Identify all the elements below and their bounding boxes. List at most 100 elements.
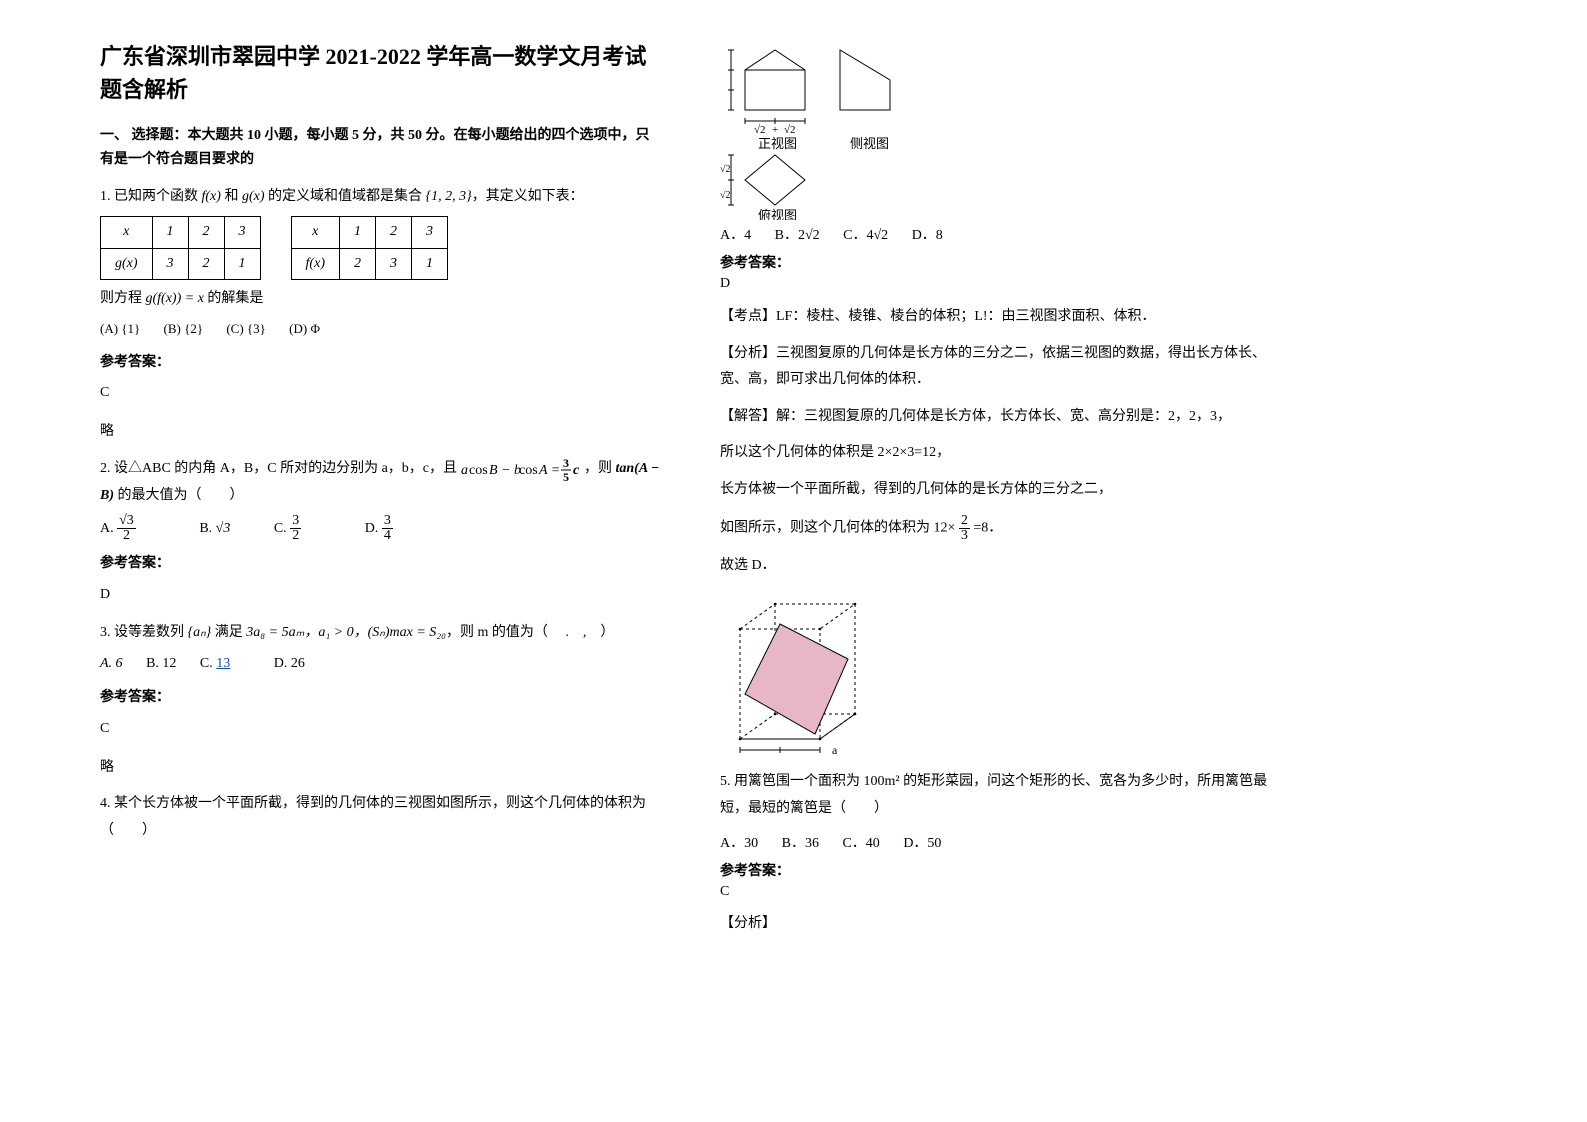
q1-set: {1, 2, 3} — [425, 189, 471, 204]
cell: 1 — [411, 248, 447, 280]
q4-choice-c: C．4√2 — [843, 228, 888, 243]
q3-choice-a: A. 6 — [100, 656, 123, 671]
q1-eq: g(f(x)) = x — [146, 291, 204, 306]
q3-answer: C — [100, 716, 660, 743]
question-5: 5. 用篱笆围一个面积为 100m² 的矩形菜园，问这个矩形的长、宽各为多少时，… — [720, 769, 1280, 822]
cell: 2 — [188, 248, 224, 280]
answer-label: 参考答案： — [100, 685, 660, 712]
section-heading: 一、 选择题：本大题共 10 小题，每小题 5 分，共 50 分。在每小题给出的… — [100, 124, 660, 172]
side-view-label: 侧视图 — [850, 136, 889, 151]
q5-choice-a: A．30 — [720, 836, 758, 851]
svg-text:cos: cos — [469, 463, 488, 478]
q5-fx-label: 【分析】 — [720, 912, 1280, 932]
top-view-label: 俯视图 — [758, 208, 797, 220]
cell: g(x) — [101, 248, 153, 280]
question-1: 1. 已知两个函数 f(x) 和 g(x) 的定义域和值域都是集合 {1, 2,… — [100, 184, 660, 446]
q1-answer: C — [100, 380, 660, 407]
cell: 3 — [375, 248, 411, 280]
cell: 2 — [188, 217, 224, 249]
svg-text:3: 3 — [563, 456, 569, 470]
answer-label: 参考答案： — [720, 860, 1280, 880]
q1-stem-b: 和 — [221, 189, 242, 204]
q3-an: {aₙ} — [188, 625, 212, 640]
svg-text:a: a — [461, 463, 468, 478]
svg-text:A =: A = — [538, 463, 560, 478]
svg-text:B − b: B − b — [489, 463, 521, 478]
svg-text:√2: √2 — [720, 164, 731, 175]
q1-choice-b: (B) {2} — [164, 321, 204, 336]
kp-text: LF：棱柱、棱锥、棱台的体积；L!：由三视图求面积、体积． — [776, 309, 1156, 324]
q1-gx: g(x) — [242, 189, 265, 204]
q1-table-f: x 1 2 3 f(x) 2 3 1 — [291, 216, 448, 280]
q4-jieda: 【解答】解：三视图复原的几何体是长方体，长方体长、宽、高分别是：2，2，3， — [720, 404, 1280, 431]
q1-table-g: x 1 2 3 g(x) 3 2 1 — [100, 216, 261, 280]
cell: x — [101, 217, 153, 249]
jd5: 故选 D． — [720, 553, 1280, 580]
q4-three-view-diagram: √2 + √2 正视图 侧视图 √2 √2 — [720, 40, 1280, 220]
jd2: 所以这个几何体的体积是 2×2×3=12， — [720, 440, 1280, 467]
fx-text: 三视图复原的几何体是长方体的三分之二，依据三视图的数据，得出长方体长、宽、高，即… — [720, 346, 1266, 388]
cell: 2 — [375, 217, 411, 249]
q3-stem-a: 3. 设等差数列 — [100, 625, 188, 640]
q3-stem-b: 满足 — [211, 625, 246, 640]
cell: 1 — [339, 217, 375, 249]
q4-choice-d: D．8 — [912, 228, 943, 243]
jd3: 长方体被一个平面所截，得到的几何体的是长方体的三分之二， — [720, 477, 1280, 504]
svg-text:cos: cos — [519, 463, 538, 478]
q2-stem-a: 2. 设△ABC 的内角 A，B，C 所对的边分别为 a，b，c，且 — [100, 462, 461, 477]
q5-choice-d: D．50 — [903, 836, 941, 851]
cell: 3 — [224, 217, 260, 249]
q3-choice-d: D. 26 — [274, 656, 305, 671]
jd4: 如图所示，则这个几何体的体积为 12× 23 =8． — [720, 514, 1280, 543]
q3-choice-b: B. 12 — [146, 656, 176, 671]
q5-choice-b: B．36 — [782, 836, 819, 851]
cell: 3 — [411, 217, 447, 249]
cell: x — [291, 217, 339, 249]
jd4b: =8． — [973, 520, 1002, 535]
q1-fx: f(x) — [202, 189, 221, 204]
q4-fenxi: 【分析】三视图复原的几何体是长方体的三分之二，依据三视图的数据，得出长方体长、宽… — [720, 341, 1280, 394]
q2-choice-c: C. 32 — [274, 521, 341, 536]
answer-label: 参考答案： — [720, 252, 1280, 272]
kp-label: 【考点】 — [720, 309, 776, 324]
q4-choice-b: B．2√2 — [775, 228, 820, 243]
svg-text:√2: √2 — [720, 190, 731, 201]
svg-text:√2: √2 — [754, 124, 766, 136]
q2-stem-b: ，则 — [584, 462, 616, 477]
q1-tail-b: 的解集是 — [204, 291, 264, 306]
q1-choice-d: (D) Φ — [289, 321, 320, 336]
jd-label: 【解答】 — [720, 409, 776, 424]
frac-2-3: 23 — [959, 514, 970, 543]
q4-kaodian: 【考点】LF：棱柱、棱锥、棱台的体积；L!：由三视图求面积、体积． — [720, 304, 1280, 331]
cell: 3 — [152, 248, 188, 280]
q2-choice-b: B. √3 — [199, 521, 250, 536]
q1-choice-c: (C) {3} — [226, 321, 266, 336]
q2-choice-a: A. √32 — [100, 521, 176, 536]
q1-stem-a: 1. 已知两个函数 — [100, 189, 202, 204]
q2-eq-icon: a cos B − b cos A = 3 5 c — [461, 455, 581, 483]
svg-text:c: c — [573, 463, 580, 478]
q2-stem-c: 的最大值为（ ） — [114, 488, 244, 503]
q3-choice-c: C. 13 — [200, 656, 250, 671]
answer-label: 参考答案： — [100, 551, 660, 578]
question-3: 3. 设等差数列 {aₙ} 满足 3a₈ = 5aₘ，a₁ > 0，(Sₙ)ma… — [100, 620, 660, 781]
q3-cond: 3a₈ = 5aₘ，a₁ > 0，(Sₙ)max = S₂₀ — [246, 625, 446, 640]
q1-stem-d: ，其定义如下表： — [472, 189, 584, 204]
q2-choice-d: D. 34 — [365, 521, 433, 536]
jd1: 解：三视图复原的几何体是长方体，长方体长、宽、高分别是：2，2，3， — [776, 409, 1231, 424]
question-4-stem: 4. 某个长方体被一个平面所截，得到的几何体的三视图如图所示，则这个几何体的体积… — [100, 791, 660, 844]
q3-expl: 略 — [100, 755, 660, 782]
fx-label: 【分析】 — [720, 346, 776, 361]
q2-answer: D — [100, 582, 660, 609]
q5-answer: C — [720, 884, 1280, 900]
q3-choice-c-link[interactable]: 13 — [216, 656, 230, 671]
question-2: 2. 设△ABC 的内角 A，B，C 所对的边分别为 a，b，c，且 a cos… — [100, 455, 660, 608]
svg-text:a: a — [832, 743, 838, 757]
q3-stem-c: ，则 m 的值为（ . , ） — [446, 625, 614, 640]
cell: 1 — [224, 248, 260, 280]
q5-choice-c: C．40 — [842, 836, 879, 851]
svg-text:√2: √2 — [784, 124, 796, 136]
cell: f(x) — [291, 248, 339, 280]
jd4a: 如图所示，则这个几何体的体积为 12× — [720, 520, 955, 535]
q1-stem-c: 的定义域和值域都是集合 — [264, 189, 425, 204]
